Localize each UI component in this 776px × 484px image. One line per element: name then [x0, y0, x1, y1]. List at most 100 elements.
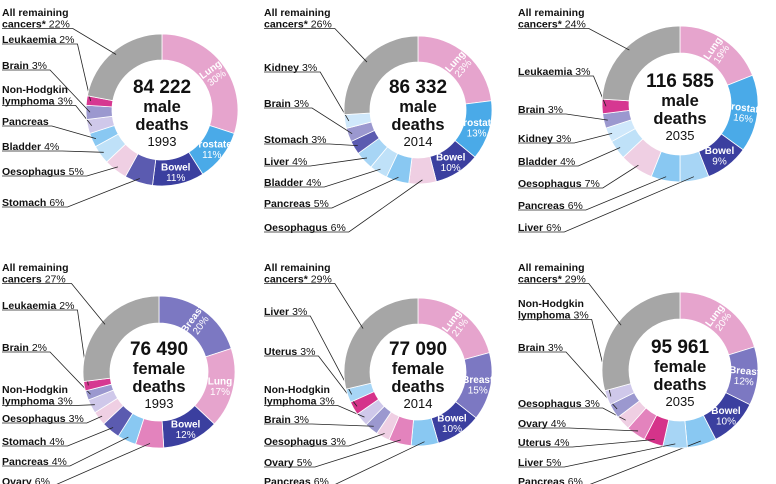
- leader-line-non-hodgkin-lymphoma: [518, 319, 612, 397]
- donut-chart-1: Lung30%Prostate 11%Bowel 11%Stomach 6%Oesop…: [2, 7, 239, 209]
- slice-callout-leukaemia: Leukaemia 2%: [2, 300, 74, 312]
- center-year: 2014: [404, 396, 433, 411]
- slice-callout-all-remaining-cancers: All remaining cancers* 24%: [518, 7, 586, 31]
- leader-line-all-remaining-cancers: [2, 283, 106, 325]
- center-deaths-word: deaths: [653, 376, 706, 394]
- slice-callout-non-hodgkin-lymphoma: Non-Hodgkin lymphoma 3%: [2, 384, 73, 408]
- slice-callout-brain: Brain 3%: [518, 104, 563, 116]
- slice-callout-oesophagus: Oesophagus 5%: [2, 166, 84, 178]
- center-deaths-word: deaths: [135, 116, 188, 134]
- leader-line-pancreas: [264, 176, 399, 209]
- slice-callout-liver: Liver 4%: [264, 156, 307, 168]
- center-sex: male: [399, 98, 437, 116]
- leader-line-brain: [518, 113, 608, 121]
- leader-line-all-remaining-cancers: [264, 283, 364, 329]
- leader-line-ovary: [264, 439, 401, 468]
- slice-callout-kidney: Kidney 3%: [264, 62, 317, 74]
- slice-label-bowel: Bowel 10%: [437, 414, 467, 436]
- leader-line-oesophagus: [518, 164, 639, 189]
- leader-line-kidney: [264, 71, 350, 122]
- slice-label-bowel: Bowel 12%: [171, 420, 201, 442]
- leader-line-all-remaining-cancers: [264, 28, 368, 63]
- slice-callout-leukaemia: Leukaemia 2%: [2, 34, 74, 46]
- leader-line-pancreas: [2, 436, 129, 467]
- leader-line-brain: [2, 351, 91, 395]
- slice-callout-uterus: Uterus 4%: [518, 437, 569, 449]
- leader-line-liver: [518, 443, 676, 468]
- slice-callout-all-remaining-cancers: All remaining cancers* 26%: [264, 7, 332, 31]
- slice-callout-bladder: Bladder 4%: [264, 177, 321, 189]
- slice-label-prostate: Prostate 11%: [192, 140, 232, 162]
- leader-line-liver: [264, 157, 368, 167]
- slice-callout-all-remaining-cancers: All remaining cancers* 29%: [264, 262, 332, 286]
- leader-line-all-remaining-cancers: [518, 283, 622, 326]
- leader-line-brain: [2, 69, 91, 113]
- slice-label-bowel: Bowel 10%: [711, 406, 741, 428]
- slice-callout-leukaemia: Leukaemia 3%: [518, 66, 590, 78]
- slice-callout-ovary: Ovary 5%: [264, 457, 312, 469]
- leader-line-uterus: [264, 355, 358, 407]
- leader-line-ovary: [56, 443, 151, 484]
- slice-callout-stomach: Stomach 3%: [264, 134, 327, 146]
- leader-line-bladder: [264, 168, 381, 188]
- slice-all-remaining-cancers: [601, 291, 681, 392]
- leader-line-liver: [264, 315, 353, 395]
- slice-callout-all-remaining-cancers: All remaining cancers* 22%: [2, 7, 70, 31]
- donut-chart-5: Lung21%Breast 15%Bowel 10%Pancreas 6%Ovary 5…: [264, 262, 494, 484]
- slice-all-remaining-cancers: [601, 25, 681, 102]
- center-year: 1993: [148, 134, 177, 149]
- slice-callout-brain: Brain 3%: [264, 414, 309, 426]
- slice-label-bowel: Bowel 10%: [436, 153, 466, 175]
- center-year: 2014: [404, 134, 433, 149]
- leader-line-stomach: [264, 143, 358, 147]
- center-total: 77 090: [389, 339, 447, 360]
- slice-callout-pancreas: Pancreas 6%: [518, 476, 583, 484]
- center-sex: female: [392, 360, 444, 378]
- slice-callout-oesophagus: Oesophagus 3%: [518, 398, 600, 410]
- leader-line-brain: [264, 107, 353, 135]
- slice-callout-non-hodgkin-lymphoma: Non-Hodgkin lymphoma 3%: [264, 384, 335, 408]
- slice-callout-pancreas: Pancreas 4%: [2, 456, 67, 468]
- donut-chart-4: Breast20%Lung 17%Bowel 12%Ovary 6%Pancreas 4…: [2, 262, 236, 484]
- leader-line-oesophagus: [264, 433, 385, 447]
- center-deaths-word: deaths: [132, 378, 185, 396]
- leader-line-kidney: [518, 133, 613, 144]
- leader-line-pancreas: [518, 176, 667, 211]
- leader-line-all-remaining-cancers: [2, 28, 117, 55]
- slice-callout-stomach: Stomach 6%: [2, 197, 65, 209]
- center-sex: male: [143, 98, 181, 116]
- slice-callout-pancreas: Pancreas: [2, 116, 49, 128]
- center-year: 2035: [666, 394, 695, 409]
- slice-label-bowel: Bowel 9%: [705, 146, 735, 168]
- slice-callout-oesophagus: Oesophagus 6%: [264, 222, 346, 234]
- slice-label-prostate: Prostate16%: [723, 101, 766, 127]
- center-total: 76 490: [130, 339, 188, 360]
- slice-callout-uterus: Uterus 3%: [264, 346, 315, 358]
- leader-line-pancreas: [2, 125, 97, 139]
- donut-chart-6: Lung20%Breast12%Bowel 10%Pancreas 6%Liver 5…: [518, 262, 761, 484]
- donut-chart-2: Lung23%Prostate 13%Bowel 10%Oesophagus 6%Pa…: [264, 7, 497, 234]
- center-total: 116 585: [646, 71, 714, 92]
- center-deaths-word: deaths: [391, 116, 444, 134]
- leader-line-leukaemia: [2, 43, 91, 102]
- center-total: 95 961: [651, 337, 710, 358]
- center-sex: female: [654, 358, 706, 376]
- slice-callout-liver: Liver 6%: [518, 222, 561, 234]
- leader-line-bladder: [518, 147, 621, 167]
- center-deaths-word: deaths: [653, 110, 706, 128]
- slice-callout-all-remaining-cancers: All remaining cancers 27%: [2, 262, 69, 286]
- slice-callout-liver: Liver 3%: [264, 306, 307, 318]
- leader-line-liver: [518, 176, 695, 233]
- center-sex: female: [133, 360, 185, 378]
- leader-line-oesophagus: [264, 179, 423, 233]
- leader-line-all-remaining-cancers: [518, 28, 630, 51]
- center-year: 2035: [666, 128, 695, 143]
- leader-line-non-hodgkin-lymphoma: [264, 405, 365, 418]
- center-total: 84 222: [133, 77, 191, 98]
- slice-callout-oesophagus: Oesophagus 7%: [518, 178, 600, 190]
- slice-label-lung: Lung 17%: [208, 377, 232, 399]
- slice-callout-brain: Brain 3%: [264, 98, 309, 110]
- leader-line-stomach: [2, 427, 114, 447]
- slice-callout-liver: Liver 5%: [518, 457, 561, 469]
